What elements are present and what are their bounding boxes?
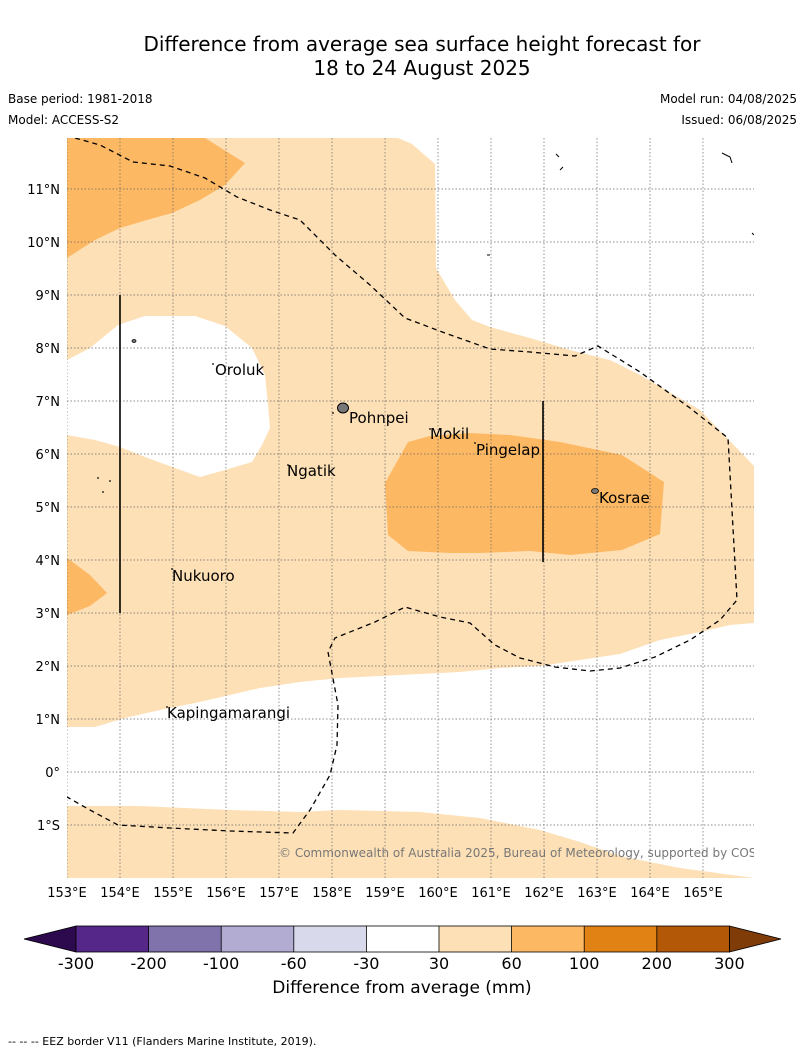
colorbar-title: Difference from average (mm) [272, 978, 532, 998]
base-period: Base period: 1981-2018 [8, 92, 153, 106]
lon-label: 165°E [683, 886, 723, 901]
colorbar-bin [584, 926, 657, 952]
colorbar: -300 -200 -100 -60 -30 30 60 100 200 300 [23, 925, 782, 973]
island-small-west [131, 339, 137, 343]
lon-label: 159°E [365, 886, 405, 901]
contour-60-100-southwest [67, 558, 107, 615]
contour-60-100-northwest [67, 138, 245, 258]
lon-label: 160°E [418, 886, 458, 901]
island-dots [97, 363, 476, 708]
island-pohnpei [337, 402, 349, 414]
lat-label: 7°N [36, 395, 61, 410]
place-labels: Oroluk Pohnpei Mokil Pingelap Ngatik Kos… [167, 361, 650, 722]
lon-label: 164°E [630, 886, 670, 901]
lat-label: 4°N [36, 554, 61, 569]
eez-border [67, 138, 738, 834]
colorbar-tick: -100 [203, 954, 239, 973]
colorbar-tick: 60 [501, 954, 521, 973]
colorbar-tick: 200 [642, 954, 673, 973]
lat-label: 1°N [36, 713, 61, 728]
eez-footnote: -- -- -- EEZ border V11 (Flanders Marine… [8, 1035, 317, 1048]
colorbar-bin [656, 926, 730, 952]
map-area: Oroluk Pohnpei Mokil Pingelap Ngatik Kos… [67, 138, 784, 878]
lat-label: 2°N [36, 660, 61, 675]
colorbar-bin [511, 926, 585, 952]
issued-date: Issued: 06/08/2025 [681, 113, 797, 127]
place-label-oroluk: Oroluk [215, 361, 264, 379]
colorbar-tick: -60 [281, 954, 307, 973]
colorbar-tick: -200 [130, 954, 166, 973]
lat-label: 11°N [27, 183, 60, 198]
contour-hole-west [67, 316, 270, 477]
colorbar-bin [148, 926, 222, 952]
contour-60-100-east [385, 433, 664, 555]
place-label-kosrae: Kosrae [599, 489, 650, 507]
lon-label: 158°E [312, 886, 352, 901]
place-label-kapingamarangi: Kapingamarangi [167, 704, 290, 722]
lon-label: 154°E [100, 886, 140, 901]
model-run: Model run: 04/08/2025 [659, 92, 797, 106]
colorbar-outline [75, 925, 730, 953]
lat-label: 6°N [36, 448, 61, 463]
place-label-nukuoro: Nukuoro [172, 567, 235, 585]
lon-label: 161°E [471, 886, 511, 901]
latitude-labels: 11°N 10°N 9°N 8°N 7°N 6°N 5°N 4°N 3°N 2°… [27, 183, 60, 834]
colorbar-bin [293, 926, 367, 952]
colorbar-dividers [148, 926, 658, 952]
place-label-mokil: Mokil [430, 425, 469, 443]
model-name: Model: ACCESS-S2 [8, 113, 120, 127]
chart-title: Difference from average sea surface heig… [0, 32, 804, 80]
lat-label: 1°S [37, 819, 60, 834]
title-line-2: 18 to 24 August 2025 [313, 56, 531, 80]
title-line-1: Difference from average sea surface heig… [143, 32, 701, 56]
lat-label: 3°N [36, 607, 61, 622]
colorbar-tick: 100 [569, 954, 600, 973]
lon-label: 153°E [47, 886, 87, 901]
lat-label: 5°N [36, 501, 61, 516]
lat-label: 10°N [27, 236, 60, 251]
lat-label: 0° [45, 766, 60, 781]
colorbar-ticks: -300 -200 -100 -60 -30 30 60 100 200 300 [58, 954, 745, 973]
lon-label: 156°E [206, 886, 246, 901]
gridlines [67, 138, 754, 878]
colorbar-extend-high [729, 925, 782, 953]
colorbar-tick: -300 [58, 954, 94, 973]
copyright-notice: © Commonwealth of Australia 2025, Bureau… [279, 846, 784, 860]
island-kosrae [591, 488, 599, 494]
colorbar-bin [366, 926, 439, 952]
lat-label: 9°N [36, 289, 61, 304]
place-label-pingelap: Pingelap [476, 441, 540, 459]
colorbar-tick: 30 [429, 954, 449, 973]
colorbar-bin [221, 926, 294, 952]
lat-label: 8°N [36, 342, 61, 357]
longitude-labels: 153°E 154°E 155°E 156°E 157°E 158°E 159°… [47, 886, 723, 901]
lon-label: 163°E [577, 886, 617, 901]
lon-label: 155°E [153, 886, 193, 901]
lon-label: 157°E [259, 886, 299, 901]
colorbar-tick: -30 [353, 954, 379, 973]
contour-30-60-south [67, 806, 754, 878]
colorbar-bin [76, 926, 149, 952]
contour-30-60-north [67, 138, 754, 727]
place-label-ngatik: Ngatik [287, 462, 336, 480]
place-label-pohnpei: Pohnpei [349, 409, 409, 427]
colorbar-bin [439, 926, 512, 952]
lon-label: 162°E [524, 886, 564, 901]
eez-border-fragment [487, 152, 754, 256]
colorbar-extend-low [23, 925, 77, 953]
colorbar-tick: 300 [714, 954, 745, 973]
